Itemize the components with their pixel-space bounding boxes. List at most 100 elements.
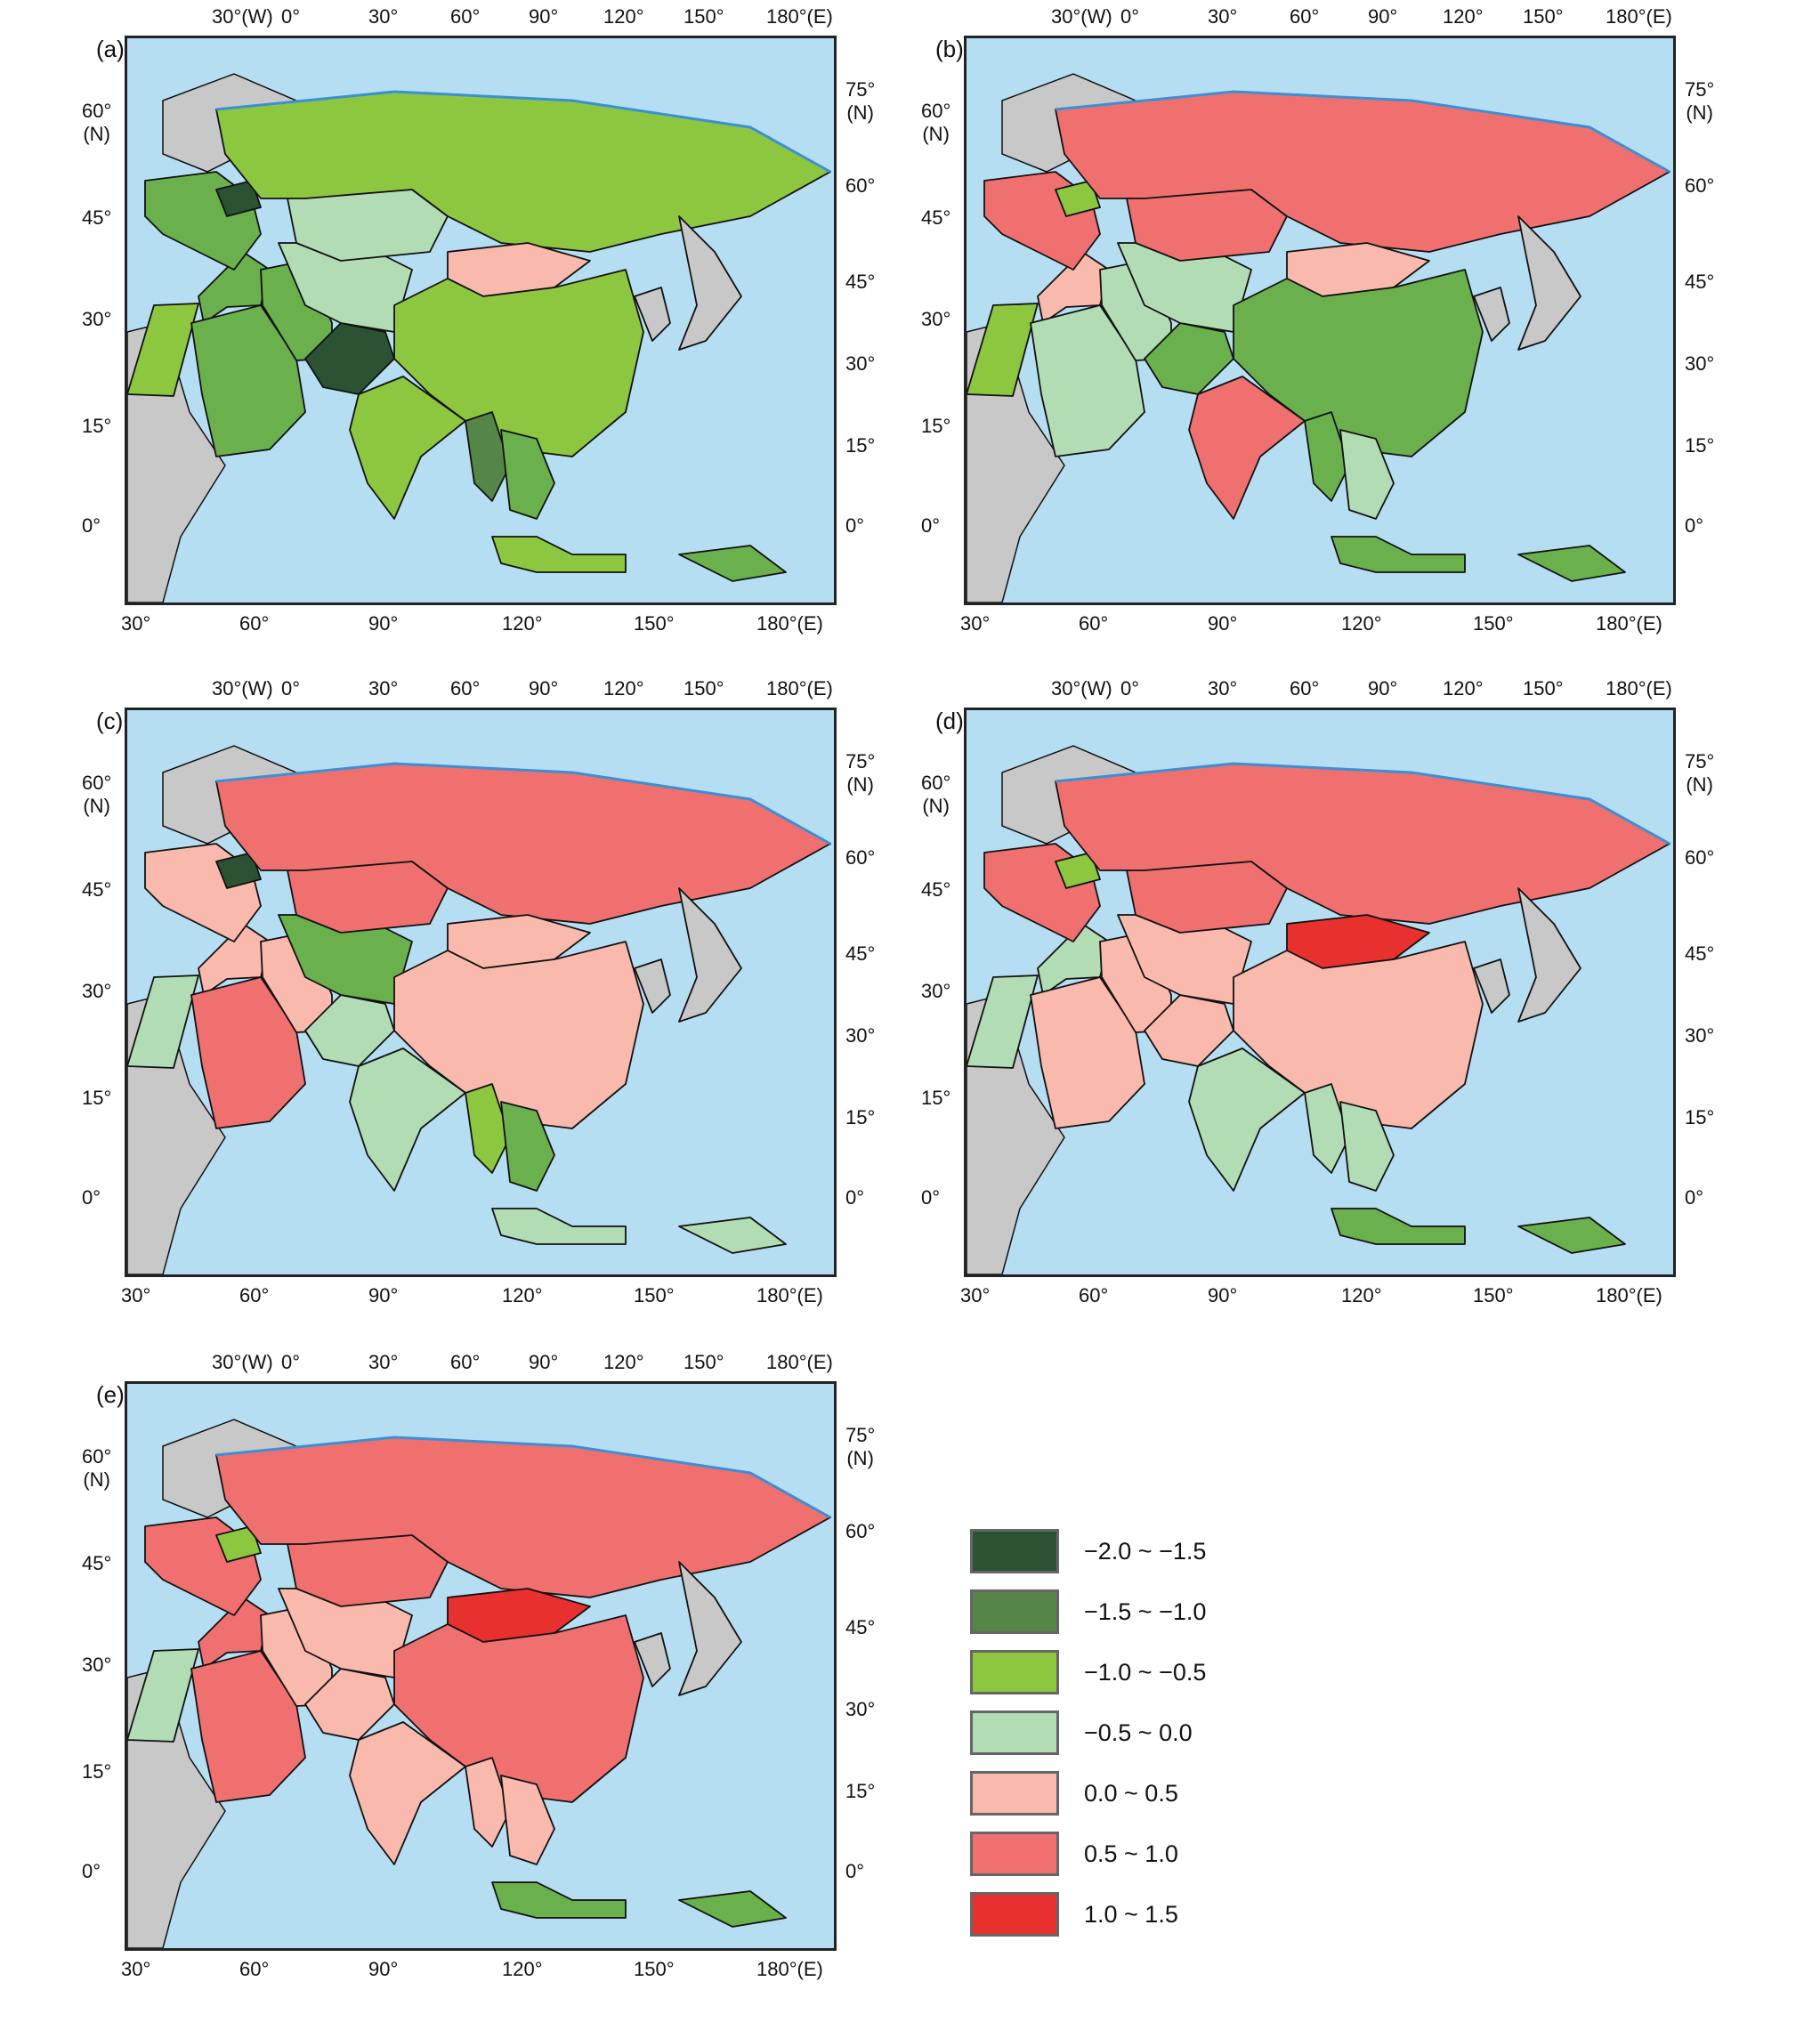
region-japan xyxy=(678,215,742,351)
region-india xyxy=(1188,376,1306,520)
region-arabia xyxy=(190,976,306,1129)
left-axis-tick: 15° xyxy=(82,415,112,437)
coastline xyxy=(1055,762,1670,845)
region-korea xyxy=(634,1632,671,1687)
right-axis-tick: 45° xyxy=(1685,271,1715,293)
right-axis-tick: 15° xyxy=(845,1106,876,1128)
left-axis-tick: 0° xyxy=(921,514,941,537)
left-axis-tick: 30° xyxy=(82,980,112,1002)
right-axis-tick: 75° (N) xyxy=(845,750,876,796)
right-axis-tick: 0° xyxy=(1685,1186,1704,1209)
left-axis-tick: 15° xyxy=(921,1087,951,1109)
left-axis-tick: 60° (N) xyxy=(921,772,951,817)
top-axis-tick: 120° xyxy=(603,677,644,700)
legend-swatch xyxy=(970,1529,1059,1573)
top-axis-tick: 120° xyxy=(603,1351,644,1373)
top-axis-tick: 180°(E) xyxy=(1606,5,1672,28)
region-indonesia xyxy=(491,536,627,573)
region-korea xyxy=(634,958,671,1014)
top-axis-tick: 180°(E) xyxy=(766,5,833,28)
top-axis-tick: 0° xyxy=(281,5,301,28)
top-axis-tick: 150° xyxy=(1523,5,1564,28)
right-axis-tick: 60° xyxy=(1685,174,1715,197)
panel-label: (c) xyxy=(96,708,124,734)
right-axis-tick: 45° xyxy=(1685,942,1715,965)
right-axis-tick: 75° (N) xyxy=(1685,78,1715,124)
bottom-axis-tick: 90° xyxy=(1208,612,1238,635)
coastline xyxy=(215,1436,831,1519)
right-axis-tick: 30° xyxy=(1685,352,1715,375)
region-indonesia xyxy=(491,1208,627,1245)
right-axis-tick: 15° xyxy=(1685,1106,1715,1128)
region-india xyxy=(349,1047,466,1192)
panel-label: (d) xyxy=(935,708,964,734)
region-belarus xyxy=(215,852,262,889)
left-axis-tick: 15° xyxy=(82,1760,112,1783)
panel-label: (b) xyxy=(935,36,964,62)
bottom-axis-tick: 60° xyxy=(1079,1284,1109,1306)
left-axis-tick: 60° (N) xyxy=(921,100,951,145)
region-arabia xyxy=(1030,976,1145,1129)
top-axis-tick: 180°(E) xyxy=(1606,677,1672,700)
legend-swatch xyxy=(970,1711,1059,1755)
bottom-axis-tick: 90° xyxy=(368,1958,399,1980)
top-axis-tick: 60° xyxy=(450,1351,481,1373)
region-new-guinea xyxy=(678,1890,787,1928)
right-axis-tick: 15° xyxy=(1685,434,1715,457)
left-axis-tick: 45° xyxy=(82,206,112,229)
bottom-axis-tick: 180°(E) xyxy=(756,1284,823,1306)
region-belarus xyxy=(1055,180,1101,217)
panel-label: (a) xyxy=(96,36,125,62)
region-india xyxy=(349,376,466,520)
top-axis-tick: 30° xyxy=(1208,677,1238,700)
bottom-axis-tick: 30° xyxy=(121,1958,151,1980)
region-new-guinea xyxy=(678,545,787,582)
top-axis-tick: 30°(W) xyxy=(212,5,273,28)
right-axis-tick: 0° xyxy=(845,1860,865,1882)
region-new-guinea xyxy=(1517,545,1626,582)
map-panel: (a) 30°(W) 0° 30° 60° 90° 120° 150° 180°(E) 30° 60… xyxy=(82,5,890,676)
bottom-axis-tick: 180°(E) xyxy=(756,612,823,635)
legend-label: −1.5 ~ −1.0 xyxy=(1084,1598,1207,1625)
top-axis-tick: 90° xyxy=(529,677,559,700)
right-axis-tick: 60° xyxy=(845,1520,876,1542)
bottom-axis-tick: 150° xyxy=(634,1958,675,1980)
top-axis-tick: 30° xyxy=(368,1351,399,1373)
bottom-axis-tick: 30° xyxy=(960,612,991,635)
region-india xyxy=(349,1721,466,1865)
left-axis-tick: 45° xyxy=(82,878,112,901)
left-axis-tick: 30° xyxy=(82,308,112,330)
right-axis-tick: 75° (N) xyxy=(845,78,876,124)
bottom-axis-tick: 180°(E) xyxy=(756,1958,823,1980)
left-axis-tick: 45° xyxy=(82,1552,112,1574)
right-axis-tick: 15° xyxy=(845,434,876,457)
bottom-axis-tick: 60° xyxy=(239,1958,270,1980)
right-axis-tick: 60° xyxy=(1685,846,1715,869)
legend-swatch xyxy=(970,1771,1059,1816)
right-axis-tick: 60° xyxy=(845,846,876,869)
top-axis-tick: 120° xyxy=(1443,5,1484,28)
map-svg xyxy=(967,745,1670,1274)
region-japan xyxy=(1517,215,1581,351)
legend-swatch xyxy=(970,1650,1059,1694)
bottom-axis-tick: 120° xyxy=(502,612,543,635)
right-axis-tick: 15° xyxy=(845,1780,876,1802)
region-se-asia xyxy=(500,429,555,520)
right-axis-tick: 45° xyxy=(845,1616,876,1638)
region-myanmar xyxy=(465,411,511,502)
right-axis-tick: 30° xyxy=(845,352,876,375)
region-indonesia xyxy=(1331,536,1466,573)
top-axis-tick: 0° xyxy=(281,1351,301,1373)
bottom-axis-tick: 60° xyxy=(239,612,270,635)
bottom-axis-tick: 180°(E) xyxy=(1596,612,1662,635)
left-axis-tick: 45° xyxy=(921,206,951,229)
region-japan xyxy=(678,887,742,1023)
region-china xyxy=(393,269,644,457)
left-axis-tick: 0° xyxy=(921,1186,941,1209)
bottom-axis-tick: 30° xyxy=(121,1284,151,1306)
map-area xyxy=(125,708,837,1277)
top-axis-tick: 150° xyxy=(684,5,724,28)
right-axis-tick: 0° xyxy=(1685,514,1704,537)
bottom-axis-tick: 60° xyxy=(239,1284,270,1306)
right-axis-tick: 60° xyxy=(845,174,876,197)
